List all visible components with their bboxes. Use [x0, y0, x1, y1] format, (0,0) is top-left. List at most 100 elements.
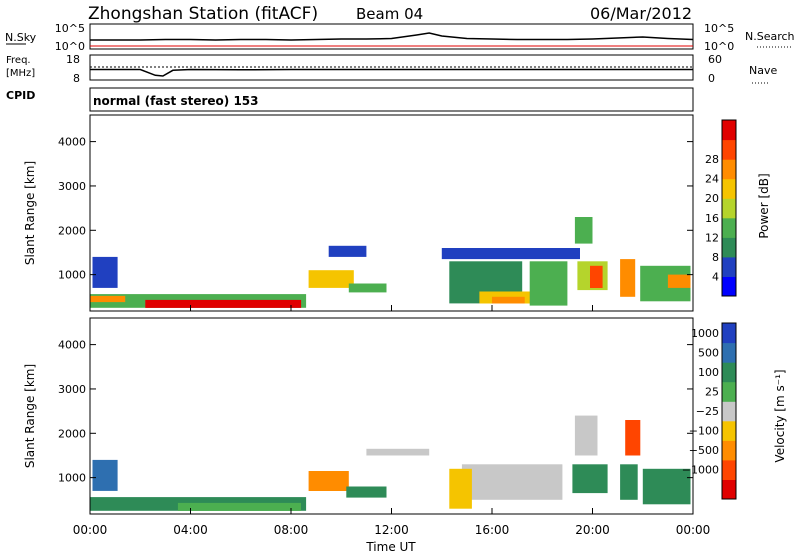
freq-line — [90, 68, 693, 77]
power-colorbar-segment-6 — [722, 159, 736, 180]
time-axis-label: Time UT — [365, 540, 416, 554]
noise-left-tick-bottom: 10^0 — [55, 40, 85, 53]
time-tick-label-2: 08:00 — [274, 523, 309, 537]
power-colorbar-tick-2: 12 — [705, 231, 719, 244]
power-colorbar-segment-2 — [722, 237, 736, 258]
nave-tick-top: 60 — [708, 53, 722, 66]
power-colorbar-tick-6: 28 — [705, 153, 719, 166]
velocity-y-axis: 1000 2000 3000 4000 — [58, 339, 693, 485]
noise-panel: N.Sky 10^5 10^0 10^5 10^0 N.Search — [5, 22, 795, 53]
power-echo-region-1 — [145, 299, 302, 308]
power-ytick-label-0: 1000 — [58, 269, 86, 282]
time-tick-label-3: 12:00 — [374, 523, 409, 537]
velocity-echo-region-4 — [346, 486, 387, 498]
power-echo-region-3 — [92, 256, 118, 288]
noise-left-title: N.Sky — [5, 31, 37, 44]
velocity-ytick-label-1: 2000 — [58, 427, 86, 440]
velocity-colorbar-tick-1: 500 — [698, 346, 719, 359]
power-echo-region-16 — [667, 274, 691, 288]
velocity-panel: 1000 2000 3000 4000 Slant Range [km] 1000 50… — [23, 317, 787, 515]
velocity-echo-region-7 — [366, 448, 430, 456]
station-title: Zhongshan Station (fitACF) — [88, 4, 318, 24]
power-ytick-label-2: 3000 — [58, 180, 86, 193]
power-echo-region-6 — [328, 245, 367, 257]
noise-right-tick-bottom: 10^0 — [704, 40, 734, 53]
power-colorbar-tick-1: 8 — [712, 251, 719, 264]
noise-right-tick-top: 10^5 — [704, 22, 734, 35]
velocity-echo-region-2 — [92, 459, 118, 491]
time-tick-label-6: 00:00 — [676, 523, 711, 537]
velocity-ytick-label-0: 1000 — [58, 472, 86, 485]
velocity-echo-region-12 — [642, 468, 691, 505]
power-colorbar-segment-1 — [722, 256, 736, 277]
power-colorbar-label: Power [dB] — [757, 173, 771, 238]
power-colorbar-frame — [721, 119, 737, 297]
noise-sky-line — [90, 32, 694, 41]
velocity-colorbar-label: Velocity [m s⁻¹] — [773, 369, 787, 462]
velocity-echo-region-8 — [572, 464, 608, 494]
velocity-colorbar-segment-3 — [722, 420, 736, 441]
nave-tick-bottom: 0 — [708, 72, 715, 85]
cpid-frame — [89, 87, 694, 112]
power-ylabel: Slant Range [km] — [23, 161, 37, 265]
freq-tick-bottom: 8 — [73, 72, 80, 85]
power-colorbar-segment-5 — [722, 178, 736, 199]
velocity-echo-region-5 — [461, 464, 563, 500]
velocity-ylabel: Slant Range [km] — [23, 364, 37, 468]
velocity-colorbar-segment-0 — [722, 479, 736, 500]
power-colorbar-tick-3: 16 — [705, 212, 719, 225]
time-tick-label-1: 04:00 — [173, 523, 208, 537]
power-panel: 1000 2000 3000 4000 Slant Range [km] 4 8 12 16… — [23, 114, 771, 312]
power-colorbar-tick-5: 24 — [705, 173, 719, 186]
power-echo-region-10 — [529, 261, 568, 306]
freq-panel: Freq. [MHz] 18 8 60 0 Nave — [6, 53, 777, 85]
power-y-axis: 1000 2000 3000 4000 — [58, 136, 693, 282]
velocity-colorbar-segment-5 — [722, 381, 736, 402]
date-label: 06/Mar/2012 — [590, 4, 692, 23]
power-data — [90, 217, 691, 308]
velocity-echo-region-11 — [620, 464, 638, 500]
velocity-echo-region-6 — [449, 468, 472, 509]
velocity-ytick-label-2: 3000 — [58, 383, 86, 396]
power-echo-region-11 — [441, 248, 580, 260]
cpid-panel: CPID normal (fast stereo) 153 — [6, 87, 694, 112]
velocity-colorbar-tick-4: −25 — [696, 405, 719, 418]
velocity-colorbar-tick-2: 100 — [698, 366, 719, 379]
time-tick-label-4: 16:00 — [475, 523, 510, 537]
velocity-colorbar-tick-3: 25 — [705, 385, 719, 398]
velocity-colorbar-tick-5: −100 — [689, 425, 719, 438]
power-colorbar-tick-4: 20 — [705, 192, 719, 205]
velocity-colorbar-tick-6: −500 — [689, 444, 719, 457]
velocity-colorbar-frame — [721, 322, 737, 500]
freq-unit: [MHz] — [6, 68, 35, 79]
velocity-colorbar-tick-0: 1000 — [691, 327, 719, 340]
cpid-value: normal (fast stereo) 153 — [93, 94, 259, 108]
power-echo-region-9 — [492, 296, 525, 304]
velocity-colorbar-segment-6 — [722, 362, 736, 383]
power-echo-region-5 — [348, 283, 387, 293]
power-ytick-label-1: 2000 — [58, 224, 86, 237]
velocity-colorbar-segment-7 — [722, 342, 736, 363]
velocity-colorbar-segment-4 — [722, 401, 736, 422]
noise-left-tick-top: 10^5 — [55, 22, 85, 35]
power-ytick-label-3: 4000 — [58, 136, 86, 149]
velocity-echo-region-9 — [574, 415, 598, 456]
power-echo-region-14 — [620, 259, 636, 297]
time-tick-label-5: 20:00 — [575, 523, 610, 537]
cpid-label: CPID — [6, 89, 35, 102]
velocity-colorbar: 1000 500 100 25 −25 −100 −500 −1000 — [682, 322, 737, 500]
time-axis: 00:00 04:00 08:00 12:00 16:00 20:00 00:00 — [73, 305, 711, 537]
power-echo-region-2 — [90, 295, 126, 303]
velocity-data — [90, 415, 691, 511]
velocity-colorbar-segment-2 — [722, 440, 736, 461]
power-colorbar-tick-0: 4 — [712, 270, 719, 283]
noise-right-title: N.Search — [745, 30, 795, 43]
velocity-echo-region-10 — [625, 420, 641, 456]
noise-panel-frame — [89, 23, 694, 50]
power-colorbar-segment-0 — [722, 276, 736, 297]
velocity-colorbar-segment-8 — [722, 323, 736, 344]
velocity-colorbar-tick-7: −1000 — [682, 464, 719, 477]
power-colorbar-segment-7 — [722, 139, 736, 160]
beam-label: Beam 04 — [356, 5, 423, 23]
